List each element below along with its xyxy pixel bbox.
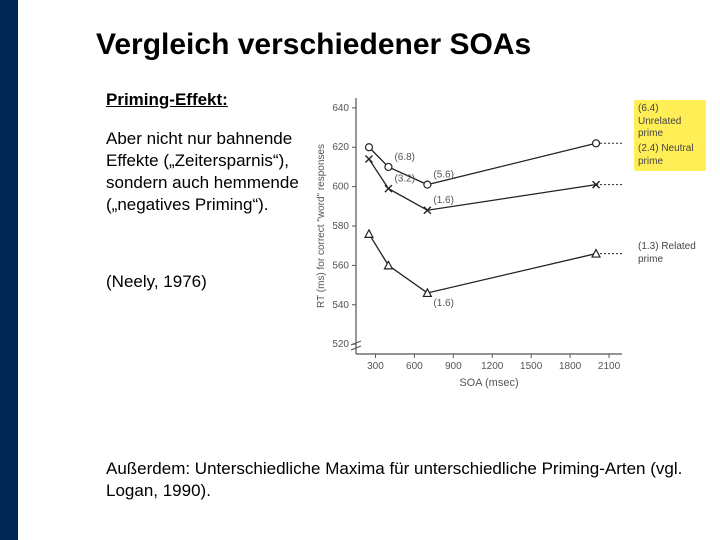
svg-text:640: 640 bbox=[332, 103, 349, 114]
svg-text:2100: 2100 bbox=[598, 361, 621, 372]
slide: Vergleich verschiedener SOAs Priming-Eff… bbox=[0, 0, 720, 540]
svg-text:620: 620 bbox=[332, 142, 349, 153]
subheading: Priming-Effekt: bbox=[106, 90, 304, 110]
svg-text:560: 560 bbox=[332, 260, 349, 271]
body-row: Priming-Effekt: Aber nicht nur bahnende … bbox=[18, 90, 720, 390]
svg-text:300: 300 bbox=[367, 361, 384, 372]
svg-text:(6.8): (6.8) bbox=[394, 152, 415, 163]
svg-text:(5.6): (5.6) bbox=[433, 170, 454, 181]
citation: (Neely, 1976) bbox=[106, 272, 304, 292]
svg-text:520: 520 bbox=[332, 339, 349, 350]
page-title: Vergleich verschiedener SOAs bbox=[18, 28, 720, 62]
svg-text:(3.2): (3.2) bbox=[394, 174, 415, 185]
chart-column: 520 540 560 580 600 620 640 300 600 900 1200 1500 18… bbox=[312, 90, 702, 390]
legend-neutral: (2.4) Neutral prime bbox=[634, 140, 706, 171]
svg-text:SOA (msec): SOA (msec) bbox=[459, 377, 518, 389]
svg-text:540: 540 bbox=[332, 300, 349, 311]
svg-text:900: 900 bbox=[445, 361, 462, 372]
svg-text:600: 600 bbox=[406, 361, 423, 372]
svg-text:(1.6): (1.6) bbox=[433, 298, 454, 309]
svg-text:(1.6): (1.6) bbox=[433, 195, 454, 206]
svg-text:RT (ms) for correct "word" res: RT (ms) for correct "word" responses bbox=[316, 144, 327, 308]
body-paragraph: Aber nicht nur bahnende Effekte („Zeiter… bbox=[106, 128, 304, 216]
svg-text:1800: 1800 bbox=[559, 361, 582, 372]
svg-text:580: 580 bbox=[332, 221, 349, 232]
left-column: Priming-Effekt: Aber nicht nur bahnende … bbox=[106, 90, 304, 390]
svg-text:1500: 1500 bbox=[520, 361, 543, 372]
svg-text:600: 600 bbox=[332, 182, 349, 193]
soa-line-chart: 520 540 560 580 600 620 640 300 600 900 1200 1500 18… bbox=[312, 90, 702, 390]
legend-unrelated: (6.4) Unrelated prime bbox=[634, 100, 706, 144]
footer-paragraph: Außerdem: Unterschiedliche Maxima für un… bbox=[106, 458, 690, 502]
legend-related: (1.3) Related prime bbox=[634, 238, 706, 269]
svg-text:1200: 1200 bbox=[481, 361, 504, 372]
